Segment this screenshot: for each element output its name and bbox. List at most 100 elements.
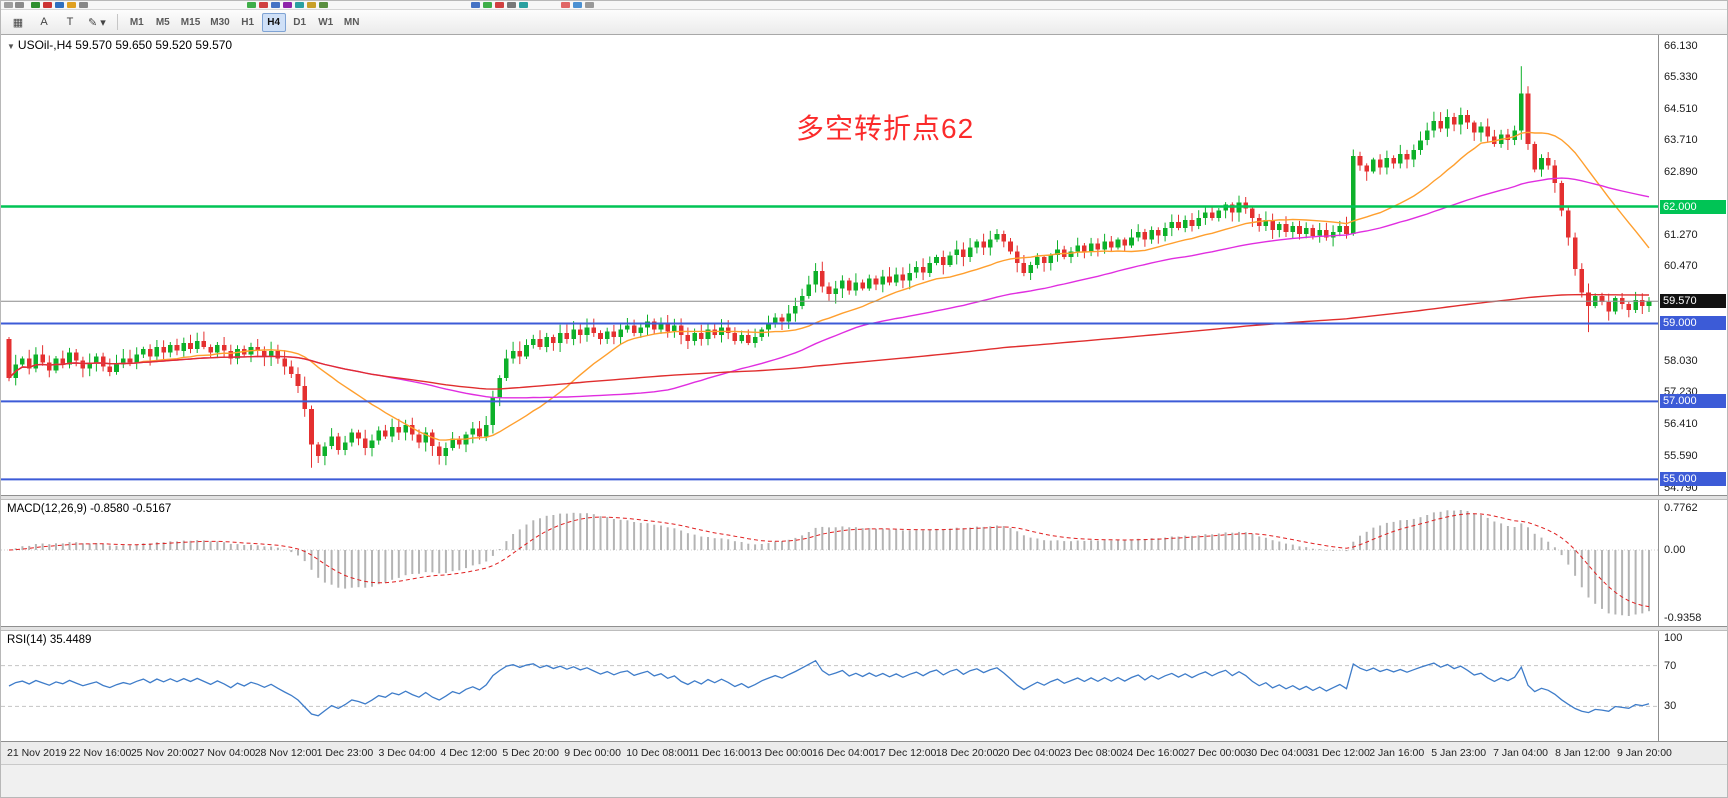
toolbar-icon-fragment[interactable] [283, 2, 292, 8]
time-axis-label: 16 Dec 04:00 [812, 747, 875, 759]
time-axis-label: 1 Dec 23:00 [316, 747, 374, 759]
toolbar-icon-fragment[interactable] [15, 2, 24, 8]
time-axis-label: 25 Nov 20:00 [130, 747, 194, 759]
price-level-badge: 57.000 [1660, 394, 1726, 409]
price-level-badge: 55.000 [1660, 472, 1726, 487]
toolbar-icon-fragment[interactable] [307, 2, 316, 8]
time-axis-label: 13 Dec 00:00 [750, 747, 813, 759]
toolbar-icon-fragment[interactable] [573, 2, 582, 8]
timeframe-h1-button[interactable]: H1 [236, 13, 260, 32]
toolbar-icon-fragment[interactable] [259, 2, 268, 8]
macd-panel[interactable]: MACD(12,26,9) -0.8580 -0.5167 0.7762 0.00… [1, 500, 1727, 627]
toolbar-icon-fragment[interactable] [43, 2, 52, 8]
rsi-panel[interactable]: RSI(14) 35.4489 100 70 30 [1, 631, 1727, 742]
macd-chart[interactable] [1, 500, 1661, 626]
macd-main-value: -0.8580 [90, 503, 130, 515]
main-toolbar-clipped [1, 1, 1727, 10]
candlestick-chart[interactable] [1, 35, 1661, 495]
panel-splitter[interactable] [1, 627, 1727, 631]
toolbar-icon-fragment[interactable] [31, 2, 40, 8]
current-price-badge: 59.570 [1660, 294, 1726, 309]
timeframe-d1-button[interactable]: D1 [288, 13, 312, 32]
toolbar-icon-fragment[interactable] [561, 2, 570, 8]
price-axis-label: 58.030 [1664, 355, 1698, 368]
toolbar-icon-fragment[interactable] [483, 2, 492, 8]
price-axis-label: 66.130 [1664, 39, 1698, 52]
timeframe-mn-button[interactable]: MN [340, 13, 364, 32]
rsi-axis-label: 30 [1664, 700, 1677, 713]
time-axis-label: 30 Dec 04:00 [1245, 747, 1308, 759]
chart-title: ▼ USOil-,H4 59.570 59.650 59.520 59.570 [7, 38, 232, 52]
macd-axis-label: -0.9358 [1664, 612, 1702, 624]
price-level-badge: 59.000 [1660, 316, 1726, 331]
toolbar-icon-fragment[interactable] [319, 2, 328, 8]
price-axis[interactable]: 66.130 65.330 64.510 63.710 62.890 61.270 60.4… [1658, 35, 1727, 495]
time-axis-label: 27 Nov 04:00 [192, 747, 256, 759]
price-axis-label: 61.270 [1664, 228, 1698, 241]
time-axis-label: 5 Dec 20:00 [502, 747, 559, 759]
toolbar-icon-fragment[interactable] [471, 2, 480, 8]
toolbar-icon-fragment[interactable] [295, 2, 304, 8]
toolbar-icon-fragment[interactable] [271, 2, 280, 8]
timeframe-m15-button[interactable]: M15 [177, 13, 204, 32]
rsi-chart[interactable] [1, 631, 1661, 741]
price-panel[interactable]: ▼ USOil-,H4 59.570 59.650 59.520 59.570 多… [1, 35, 1727, 496]
toolbar-icon-fragment[interactable] [495, 2, 504, 8]
chart-window: ▼ USOil-,H4 59.570 59.650 59.520 59.570 多… [1, 34, 1727, 797]
time-axis-label: 5 Jan 23:00 [1431, 747, 1487, 759]
timeframe-h4-button[interactable]: H4 [261, 12, 286, 32]
macd-axis-label: 0.7762 [1664, 502, 1698, 514]
rsi-title: RSI(14) 35.4489 [7, 634, 91, 646]
time-axis-label: 23 Dec 08:00 [1059, 747, 1123, 759]
time-axis[interactable]: 21 Nov 2019 22 Nov 16:00 25 Nov 20:00 27 No… [1, 742, 1727, 765]
timeframe-m1-button[interactable]: M1 [125, 13, 149, 32]
time-axis-label: 27 Dec 00:00 [1183, 747, 1246, 759]
toolbar-icon-fragment[interactable] [55, 2, 64, 8]
cursor-a-button[interactable]: A [32, 13, 56, 32]
rsi-axis-label: 70 [1664, 659, 1677, 672]
time-axis-label: 28 Nov 12:00 [254, 747, 318, 759]
time-axis-label: 11 Dec 16:00 [688, 747, 750, 759]
time-axis-label: 9 Jan 20:00 [1617, 747, 1672, 759]
rsi-label: RSI(14) [7, 634, 47, 646]
toolbar-icon-fragment[interactable] [79, 2, 88, 8]
time-axis-label: 22 Nov 16:00 [68, 747, 132, 759]
toolbar-icon-fragment[interactable] [67, 2, 76, 8]
grid-handle-button[interactable]: ▦ [6, 13, 30, 32]
time-axis-label: 8 Jan 12:00 [1555, 747, 1610, 759]
timeframe-m30-button[interactable]: M30 [206, 13, 233, 32]
macd-axis[interactable]: 0.7762 0.00 -0.9358 [1658, 500, 1727, 626]
time-axis-label: 20 Dec 04:00 [997, 747, 1061, 759]
rsi-axis[interactable]: 100 70 30 [1658, 631, 1727, 741]
macd-axis-label: 0.00 [1664, 544, 1686, 557]
time-axis-label: 31 Dec 12:00 [1307, 747, 1370, 759]
timeframe-w1-button[interactable]: W1 [314, 13, 338, 32]
chart-toolbar: ▦ A T ✎ ▾ M1 M5 M15 M30 H1 H4 D1 W1 MN [1, 10, 1727, 35]
toolbar-icon-fragment[interactable] [585, 2, 594, 8]
toolbar-separator [116, 14, 118, 30]
chart-text-annotation[interactable]: 多空转折点62 [796, 113, 975, 144]
macd-label: MACD(12,26,9) [7, 503, 87, 515]
draw-tools-button[interactable]: ✎ ▾ [84, 13, 110, 32]
price-level-badge: 62.000 [1660, 199, 1726, 214]
time-axis-label: 7 Jan 04:00 [1493, 747, 1549, 759]
rsi-value: 35.4489 [49, 634, 92, 646]
time-axis-label: 17 Dec 12:00 [873, 747, 937, 759]
price-axis-label: 64.510 [1664, 102, 1698, 115]
text-t-button[interactable]: T [58, 13, 82, 32]
time-axis-label: 3 Dec 04:00 [378, 747, 436, 759]
toolbar-icon-fragment[interactable] [507, 2, 516, 8]
toolbar-icon-fragment[interactable] [4, 2, 13, 8]
collapse-arrow-icon[interactable]: ▼ [7, 42, 15, 51]
time-axis-label: 18 Dec 20:00 [935, 747, 999, 759]
panel-splitter[interactable] [1, 496, 1727, 500]
time-axis-label: 21 Nov 2019 [7, 747, 67, 759]
toolbar-icon-fragment[interactable] [247, 2, 256, 8]
rsi-axis-label: 100 [1664, 632, 1683, 644]
timeframe-m5-button[interactable]: M5 [151, 13, 175, 32]
toolbar-icon-fragment[interactable] [519, 2, 528, 8]
time-axis-label: 2 Jan 16:00 [1369, 747, 1425, 759]
ohlc-quote: 59.570 59.650 59.520 59.570 [75, 38, 233, 52]
price-axis-label: 62.890 [1664, 165, 1698, 178]
